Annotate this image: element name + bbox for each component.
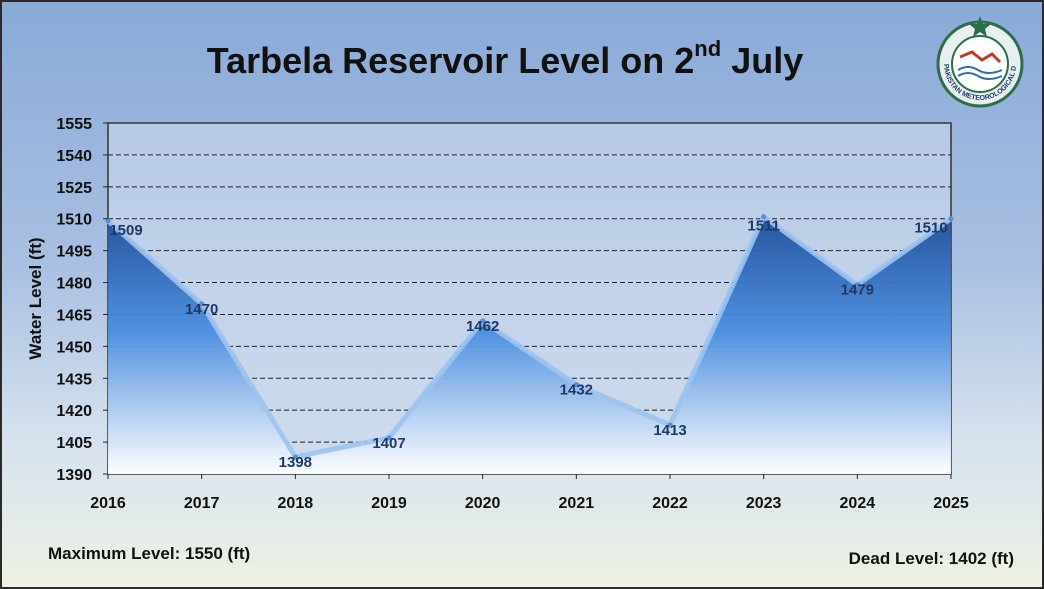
data-point [480,318,486,324]
data-point [854,282,860,288]
y-tick-label: 1465 [56,307,92,324]
data-label: 1509 [109,222,142,239]
series-area [108,216,951,474]
data-label: 1479 [841,282,874,299]
data-point [573,382,579,388]
x-tick-label: 2016 [90,495,126,512]
data-point [386,435,392,441]
series-line [106,214,953,460]
x-tick-label: 2020 [465,495,501,512]
data-point [292,454,298,460]
y-tick-label: 1525 [56,180,92,197]
data-label: 1432 [560,382,593,399]
y-tick-label: 1495 [56,244,92,261]
x-tick-label: 2021 [559,495,595,512]
y-tick-label: 1435 [56,371,92,388]
y-tick-label: 1555 [56,116,92,133]
pmd-logo-icon: PAKISTAN METEOROLOGICAL DEPARTMENT [930,12,1024,108]
data-label: 1470 [185,301,218,318]
x-tick-label: 2017 [184,495,220,512]
data-point [948,216,954,222]
x-tick-label: 2023 [746,495,782,512]
x-tick-label: 2018 [278,495,314,512]
x-tick-label: 2025 [933,495,969,512]
data-point [667,422,673,428]
y-tick-label: 1510 [56,212,92,229]
y-axis-label: Water Level (ft) [26,237,45,359]
data-label: 1511 [747,218,780,235]
maximum-level-note: Maximum Level: 1550 (ft) [48,544,251,563]
x-tick-label: 2024 [840,495,876,512]
y-tick-label: 1450 [56,339,92,356]
data-label: 1398 [279,454,312,471]
y-tick-label: 1540 [56,148,92,165]
chart-title: Tarbela Reservoir Level on 2nd July [206,36,804,81]
dead-level-note: Dead Level: 1402 (ft) [848,549,1014,568]
y-tick-label: 1405 [56,435,92,452]
y-tick-label: 1390 [56,467,92,484]
data-label: 1510 [914,220,947,237]
data-label: 1462 [466,318,499,335]
y-tick-label: 1420 [56,403,92,420]
x-tick-label: 2019 [371,495,407,512]
data-point [761,214,767,220]
data-point [199,301,205,307]
data-label: 1413 [653,422,686,439]
data-label: 1407 [372,435,405,452]
data-point [105,218,111,224]
x-tick-label: 2022 [652,495,688,512]
y-tick-label: 1480 [56,276,92,293]
